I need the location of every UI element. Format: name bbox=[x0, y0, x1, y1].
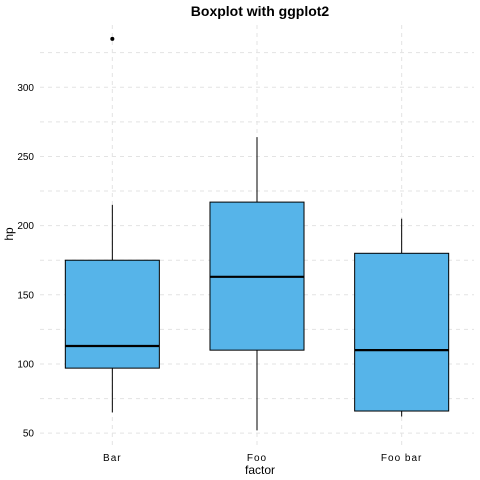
y-tick-label: 200 bbox=[17, 221, 34, 232]
y-tick-label: 150 bbox=[17, 290, 34, 301]
box-iqr bbox=[354, 252, 450, 412]
box-group bbox=[354, 218, 450, 417]
box-iqr bbox=[64, 259, 160, 369]
chart-title: Boxplot with ggplot2 bbox=[191, 3, 330, 19]
boxes-layer bbox=[64, 36, 450, 431]
y-tick-label: 100 bbox=[17, 359, 34, 370]
x-tick-label: Foo bbox=[247, 453, 267, 464]
box-group bbox=[209, 137, 305, 431]
x-tick-label: Bar bbox=[103, 453, 122, 464]
y-axis-label: hp bbox=[2, 227, 16, 241]
x-axis-label: factor bbox=[245, 463, 275, 477]
x-axis-ticks: Bar Foo Foo bar bbox=[103, 453, 422, 464]
x-tick-label: Foo bar bbox=[381, 453, 422, 464]
y-axis-ticks: 50 100 150 200 250 300 bbox=[17, 83, 34, 440]
box-group bbox=[64, 36, 160, 413]
outlier-point bbox=[110, 36, 115, 41]
y-tick-label: 300 bbox=[17, 83, 34, 94]
y-tick-label: 50 bbox=[23, 429, 35, 440]
y-tick-label: 250 bbox=[17, 152, 34, 163]
